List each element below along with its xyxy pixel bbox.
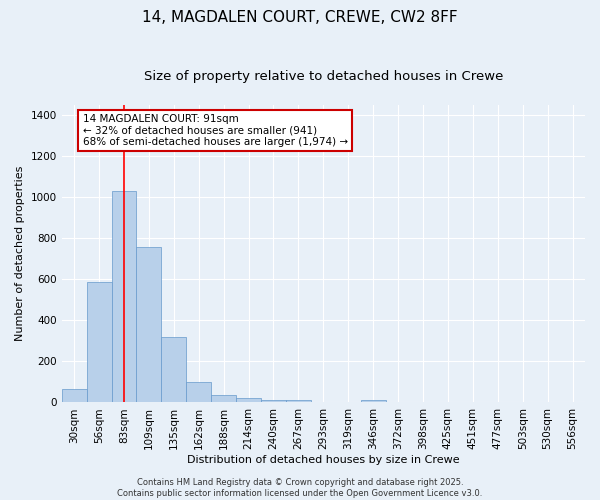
Bar	[161, 337, 186, 402]
Text: Contains HM Land Registry data © Crown copyright and database right 2025.
Contai: Contains HM Land Registry data © Crown c…	[118, 478, 482, 498]
Text: 14 MAGDALEN COURT: 91sqm
← 32% of detached houses are smaller (941)
68% of semi-: 14 MAGDALEN COURT: 91sqm ← 32% of detach…	[83, 114, 348, 147]
Text: 14, MAGDALEN COURT, CREWE, CW2 8FF: 14, MAGDALEN COURT, CREWE, CW2 8FF	[142, 10, 458, 25]
Bar	[286, 400, 311, 402]
Bar	[136, 246, 161, 402]
Bar	[261, 400, 286, 402]
Bar	[62, 389, 86, 402]
Title: Size of property relative to detached houses in Crewe: Size of property relative to detached ho…	[143, 70, 503, 83]
Bar	[236, 398, 261, 402]
Y-axis label: Number of detached properties: Number of detached properties	[15, 166, 25, 342]
Bar	[186, 382, 211, 402]
Bar	[361, 400, 386, 402]
Bar	[211, 396, 236, 402]
X-axis label: Distribution of detached houses by size in Crewe: Distribution of detached houses by size …	[187, 455, 460, 465]
Bar	[112, 191, 136, 402]
Bar	[86, 282, 112, 403]
